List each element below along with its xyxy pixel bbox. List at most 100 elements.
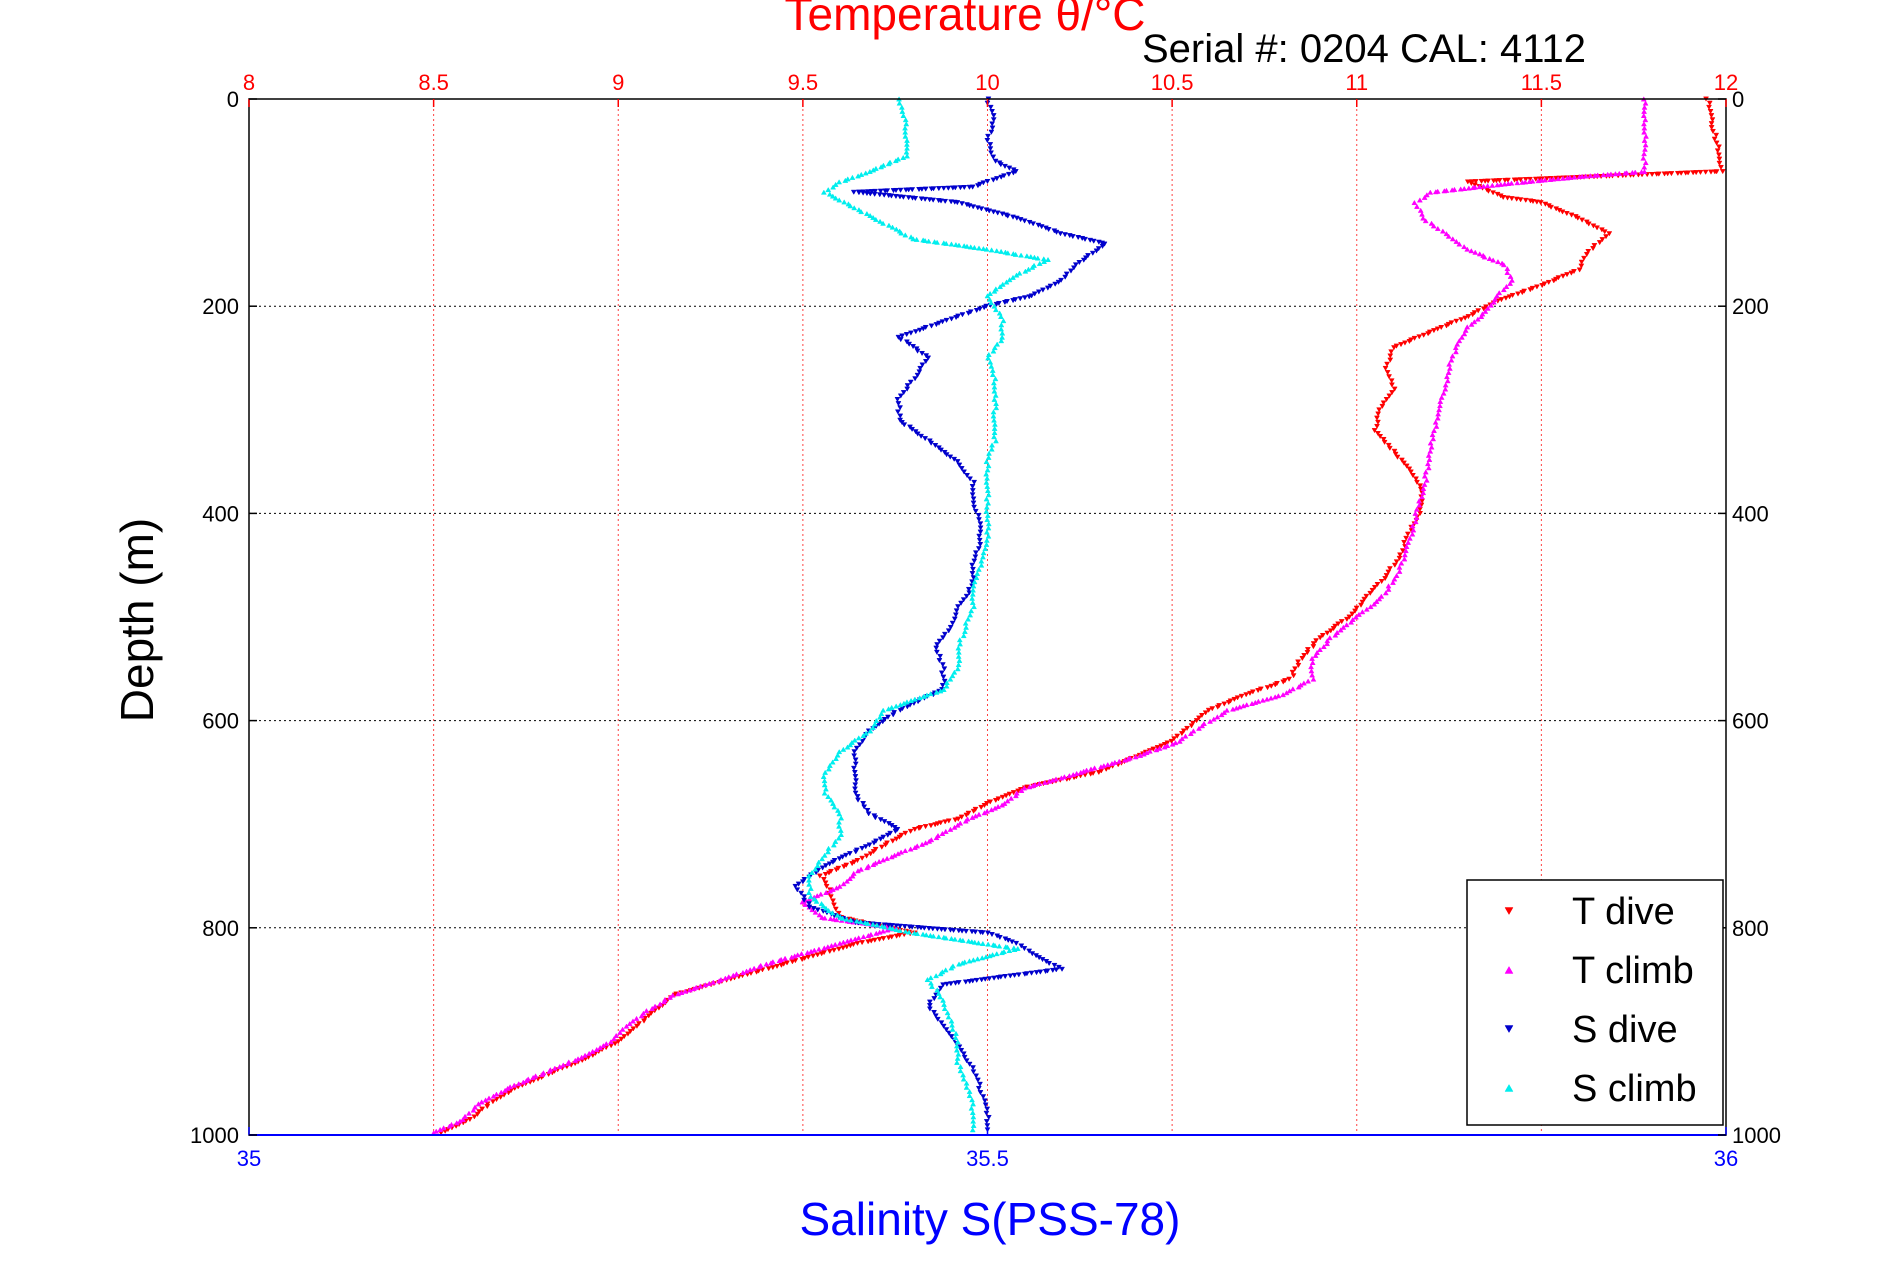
data-point [1179, 736, 1185, 742]
data-point [965, 616, 971, 622]
data-point [1001, 300, 1008, 306]
data-point [1030, 221, 1037, 227]
data-point [983, 458, 990, 465]
data-point [938, 1020, 945, 1026]
data-point [1301, 653, 1308, 659]
data-point [733, 971, 740, 977]
data-point [833, 867, 840, 873]
data-point [1031, 254, 1038, 260]
data-point [1385, 442, 1392, 448]
data-point [1422, 218, 1429, 224]
data-point [801, 897, 808, 903]
data-point [833, 885, 840, 891]
data-point [1236, 704, 1243, 710]
data-point [1454, 341, 1461, 347]
data-point [1283, 690, 1290, 696]
data-point [1121, 757, 1128, 763]
data-point [1716, 160, 1723, 166]
data-point [1582, 173, 1589, 179]
data-point [835, 946, 842, 952]
data-point [1010, 170, 1017, 176]
data-point [889, 925, 896, 932]
data-point [893, 226, 900, 232]
data-point [940, 674, 947, 680]
data-point [897, 923, 903, 929]
data-point [1427, 189, 1434, 195]
data-point [851, 749, 858, 755]
data-point [907, 379, 914, 385]
data-point [962, 620, 969, 626]
data-point [1423, 192, 1430, 198]
data-point [1164, 742, 1171, 748]
data-point [902, 232, 909, 238]
data-point [1456, 338, 1463, 344]
data-point [922, 237, 929, 244]
data-point [954, 459, 961, 465]
data-point [1716, 144, 1722, 150]
data-point [792, 883, 799, 890]
data-point [806, 901, 812, 907]
data-point [978, 977, 985, 983]
temp-tick-label: 10 [975, 70, 999, 95]
data-point [831, 804, 838, 810]
data-point [1017, 296, 1024, 302]
data-point [1006, 947, 1013, 954]
data-point [1184, 725, 1191, 732]
data-point [838, 815, 845, 821]
data-point [1472, 249, 1479, 255]
data-point [1089, 250, 1096, 256]
data-point [1425, 465, 1432, 471]
data-point [872, 815, 879, 821]
data-point [896, 100, 903, 106]
data-point [970, 1101, 977, 1107]
data-point [904, 145, 910, 151]
data-point [1349, 611, 1356, 617]
data-point [999, 802, 1006, 808]
data-point [466, 1110, 472, 1116]
data-point [977, 1090, 984, 1096]
data-point [801, 894, 808, 900]
data-point [1017, 217, 1024, 223]
data-point [1494, 293, 1500, 299]
data-point [959, 201, 965, 207]
data-point [864, 865, 871, 871]
data-point [1490, 299, 1497, 305]
data-point [829, 759, 836, 765]
data-point [1471, 319, 1478, 325]
data-point [1264, 696, 1270, 702]
salinity-ticks: 35 35.5 36 [237, 1127, 1738, 1171]
data-point [889, 923, 895, 929]
data-point [1022, 268, 1029, 274]
data-point [809, 869, 815, 875]
data-point [1410, 527, 1417, 533]
data-point [985, 463, 992, 469]
data-point [1478, 178, 1485, 185]
data-point [1389, 390, 1395, 396]
data-point [1568, 270, 1575, 276]
data-point [1579, 217, 1586, 223]
data-point [1324, 640, 1331, 647]
data-point [765, 966, 772, 972]
legend-entry: S dive [1504, 1009, 1678, 1051]
data-point [943, 317, 950, 324]
data-point [937, 985, 944, 991]
data-point [1481, 254, 1488, 260]
data-point [1029, 264, 1036, 270]
data-point [914, 348, 921, 354]
data-point [940, 635, 946, 641]
data-point [876, 192, 883, 198]
data-point [990, 154, 997, 160]
data-point [831, 947, 837, 953]
data-point [920, 693, 927, 699]
data-point [1353, 614, 1359, 620]
data-point [1484, 305, 1491, 311]
data-point [953, 1047, 960, 1053]
data-point [970, 808, 977, 814]
data-point [626, 1020, 633, 1027]
data-point [992, 942, 998, 948]
data-point [1505, 180, 1512, 186]
data-point [937, 688, 944, 694]
data-point [814, 893, 821, 899]
data-point [1490, 190, 1497, 196]
data-point [959, 960, 966, 966]
